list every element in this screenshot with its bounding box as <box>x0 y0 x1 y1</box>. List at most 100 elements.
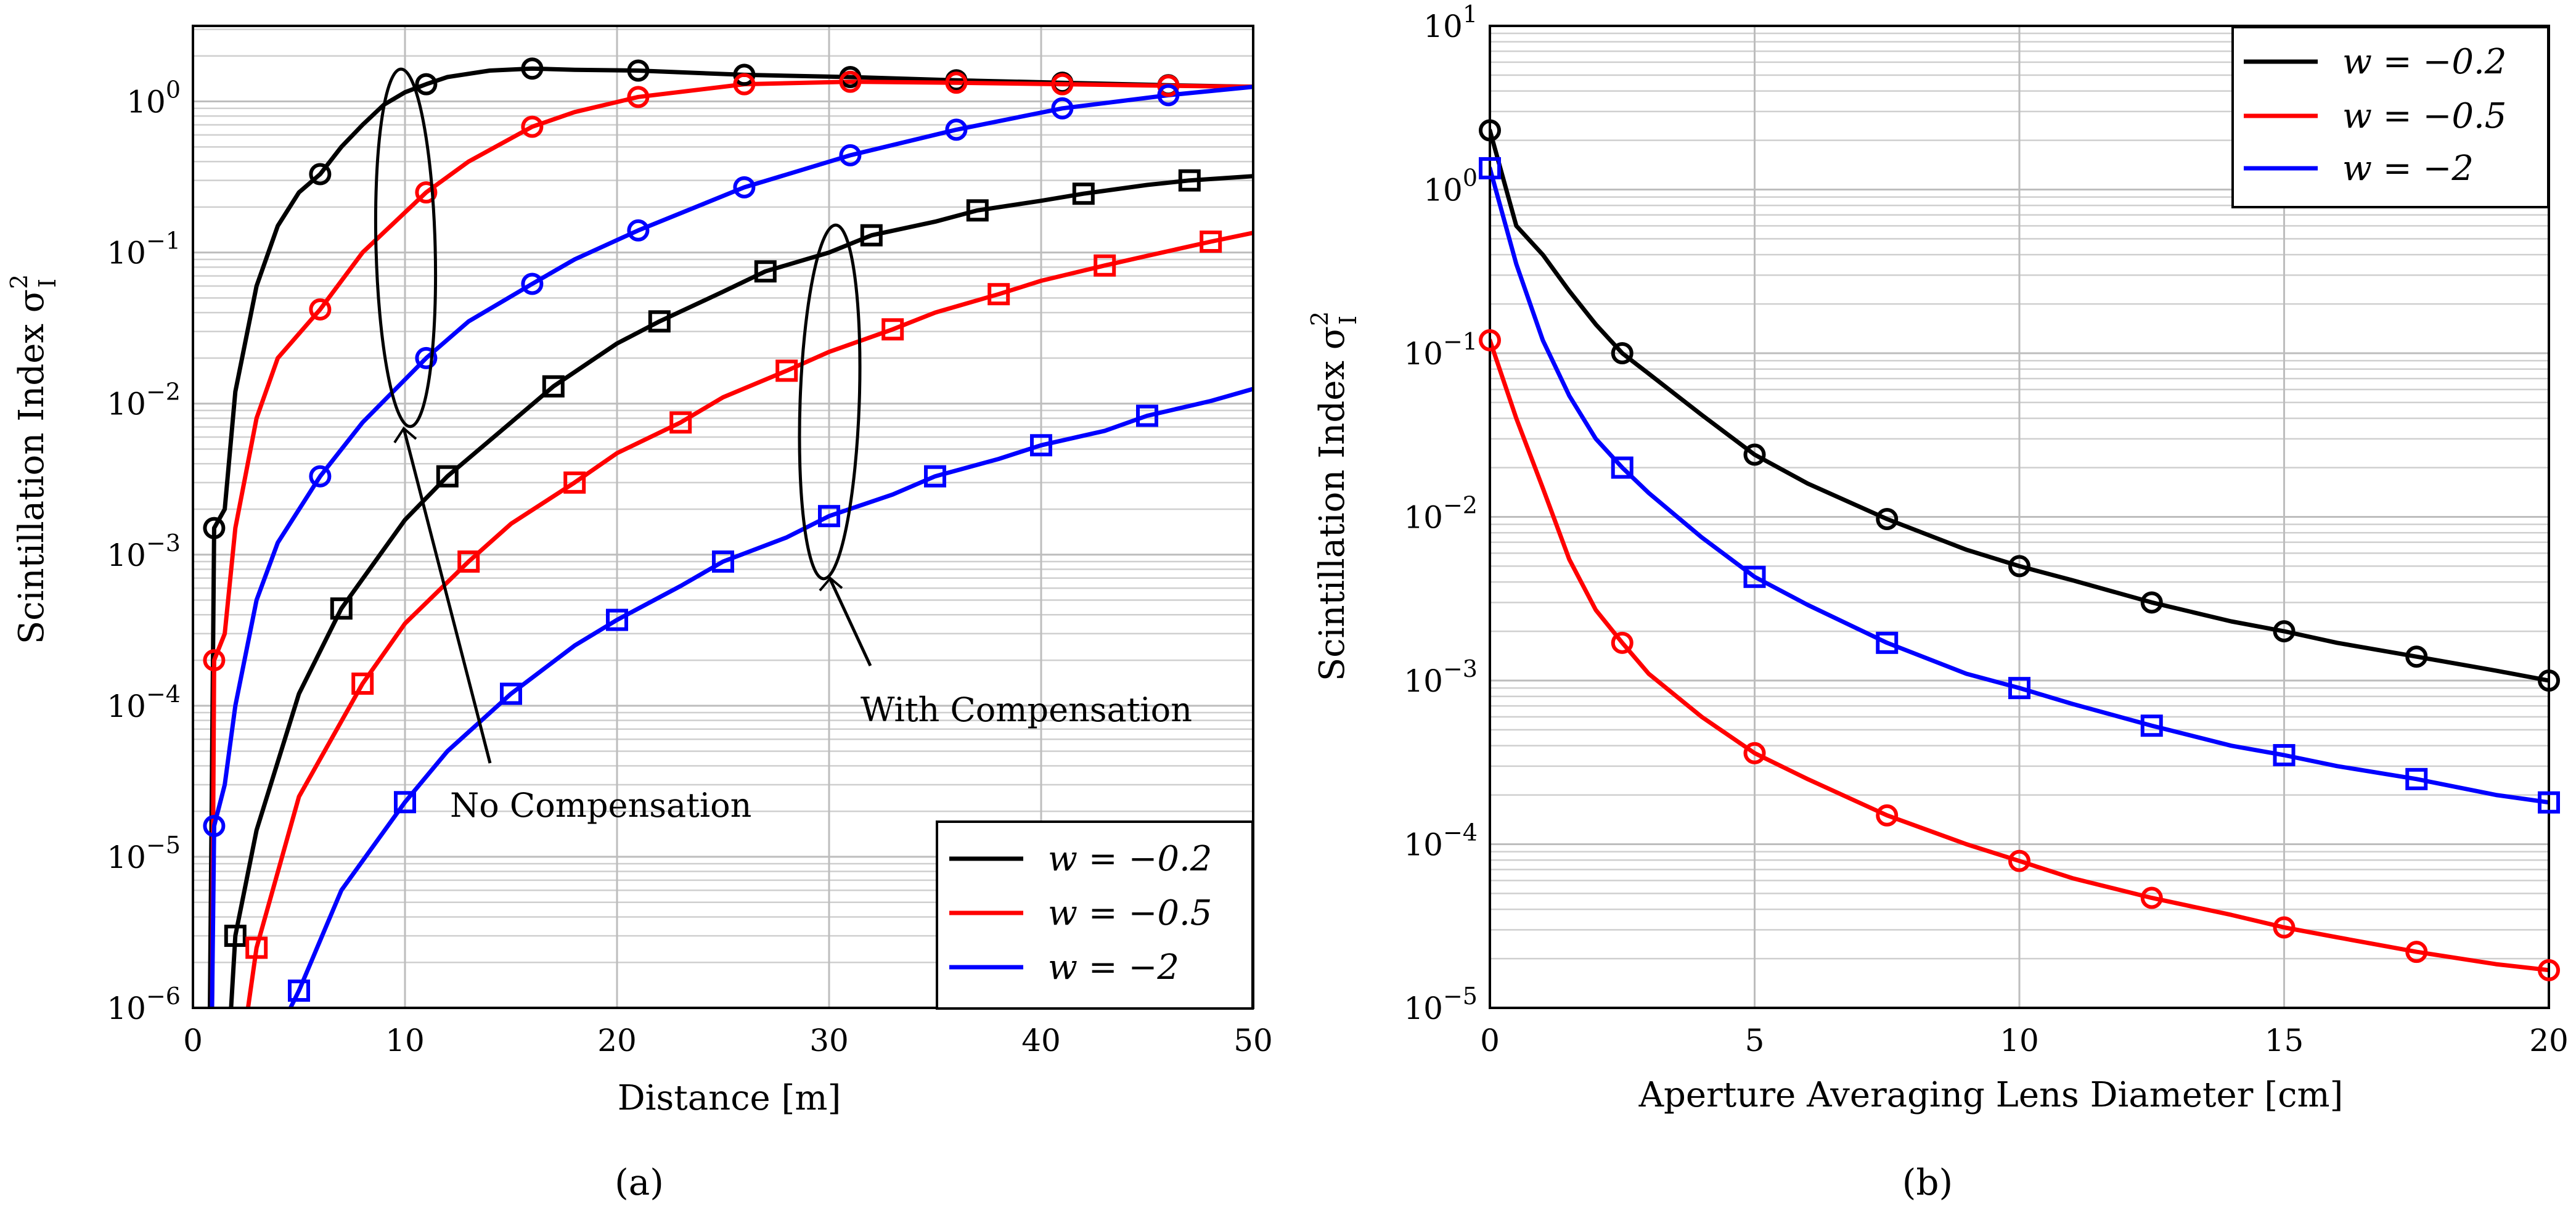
panel-a-caption: (a) <box>615 1161 664 1203</box>
legend-b-label-w2: w = −2 <box>2342 149 2474 189</box>
pb-series-line-2 <box>1490 166 2549 805</box>
panel-b-tick-labels: 0 5 10 15 20 10−5 10−4 10−3 10−2 10−1 100 101 <box>1404 1 2568 1058</box>
pa-data-marker <box>415 73 438 96</box>
pb-data-marker <box>2273 620 2296 643</box>
pa-xtick-label: 0 <box>183 1023 203 1058</box>
pa-data-marker <box>1094 254 1116 277</box>
pb-data-marker <box>1611 342 1634 364</box>
pb-ytick-label: 100 <box>1423 165 1478 208</box>
pb-data-marker <box>2405 645 2428 668</box>
pa-ytick-label: 100 <box>126 76 181 120</box>
panel-a-legend: w = −0.2 w = −0.5 w = −2 <box>936 820 1254 1010</box>
legend-b-label-w02: w = −0.2 <box>2342 42 2506 82</box>
pb-data-marker <box>1743 565 1766 588</box>
pb-ytick-label: 10−4 <box>1404 819 1478 863</box>
pb-data-marker <box>2538 669 2560 692</box>
pa-data-marker <box>1136 404 1158 427</box>
pb-xtick-label: 0 <box>1480 1023 1500 1058</box>
pa-ytick-label: 10−4 <box>107 681 181 724</box>
panel-a-annotation-with-compensation: With Compensation <box>798 223 1192 729</box>
pb-data-marker <box>1876 508 1899 531</box>
pa-data-marker <box>1157 84 1180 107</box>
pa-data-marker <box>330 597 353 620</box>
pb-series-line-0 <box>1490 128 2549 683</box>
pb-ytick-label: 10−5 <box>1404 983 1478 1026</box>
pa-data-marker <box>521 272 544 295</box>
panel-a-annotation-no-compensation: No Compensation <box>374 67 751 825</box>
pa-data-marker <box>648 310 671 333</box>
panel-a-ylabel: Scintillation Index σ2I <box>6 274 61 644</box>
with-compensation-label: With Compensation <box>861 690 1192 729</box>
panel-b-legend: w = −0.2 w = −0.5 w = −2 <box>2231 26 2549 208</box>
pa-data-marker <box>351 673 374 695</box>
pb-data-marker <box>2008 677 2030 700</box>
pa-data-marker <box>839 70 862 93</box>
no-compensation-ellipse <box>374 67 438 428</box>
pa-data-marker <box>945 72 968 94</box>
panel-a-chart: 0 10 20 30 40 50 10−6 10−5 10−4 10−3 10−2 10−1 100 D… <box>6 25 1273 1203</box>
pb-data-marker <box>1876 631 1899 654</box>
pa-data-marker <box>309 298 332 321</box>
pa-data-marker <box>394 791 416 814</box>
panel-a-legend-box <box>936 820 1254 1010</box>
pb-data-marker <box>1479 119 1501 142</box>
panel-b-frame <box>1489 25 2550 1009</box>
pa-xtick-label: 10 <box>385 1023 425 1058</box>
legend-a-label-w2: w = −2 <box>1048 947 1179 988</box>
pa-data-marker <box>415 346 438 369</box>
panel-b-chart: 0 5 10 15 20 10−5 10−4 10−3 10−2 10−1 100 101 Apert… <box>1306 1 2569 1203</box>
pa-data-marker <box>1030 434 1052 457</box>
pa-ytick-label: 10−2 <box>107 378 181 422</box>
pb-data-marker <box>1743 742 1766 764</box>
no-compensation-pointer <box>402 428 492 764</box>
pa-data-marker <box>627 219 650 242</box>
pa-data-marker <box>245 936 268 959</box>
pb-data-marker <box>2538 791 2560 814</box>
pa-data-marker <box>203 814 226 837</box>
panel-b-ylabel: Scintillation Index σ2I <box>1306 311 1362 681</box>
pa-series-line-2 <box>210 84 1253 1008</box>
pa-data-marker <box>1178 169 1201 192</box>
pa-series-line-4 <box>245 231 1253 1008</box>
pa-data-marker <box>733 63 756 86</box>
pa-data-marker <box>839 144 862 166</box>
pb-xtick-label: 5 <box>1745 1023 1765 1058</box>
pb-ytick-label: 10−1 <box>1404 328 1478 372</box>
pa-xtick-label: 30 <box>809 1023 849 1058</box>
pb-data-marker <box>1611 456 1634 479</box>
pa-data-marker <box>1051 97 1074 120</box>
pb-xtick-label: 20 <box>2529 1023 2569 1058</box>
legend-b-label-w05: w = −0.5 <box>2342 96 2506 136</box>
legend-a-label-w02: w = −0.2 <box>1048 839 1212 879</box>
with-compensation-pointer <box>828 578 872 667</box>
pa-data-marker <box>203 517 226 539</box>
legend-a-label-w05: w = −0.5 <box>1048 893 1212 933</box>
panel-b-series <box>1490 128 2549 973</box>
pa-data-marker <box>733 176 756 198</box>
pb-data-marker <box>2140 591 2163 614</box>
no-compensation-arrowhead <box>393 427 417 444</box>
panel-a-tick-labels: 0 10 20 30 40 50 10−6 10−5 10−4 10−3 10−2 10−1 100 <box>107 76 1272 1058</box>
pa-series-line-1 <box>210 80 1253 1008</box>
pb-data-marker <box>1479 329 1501 351</box>
pa-xtick-label: 40 <box>1021 1023 1061 1058</box>
pa-data-marker <box>860 224 883 247</box>
pb-data-marker <box>2008 555 2030 578</box>
pa-series-line-3 <box>229 174 1253 1008</box>
pa-data-marker <box>881 318 904 341</box>
pb-ytick-label: 101 <box>1423 1 1478 44</box>
pa-data-marker <box>203 649 226 672</box>
pa-data-marker <box>436 465 459 488</box>
panel-b-caption: (b) <box>1902 1161 1953 1203</box>
pa-data-marker <box>309 163 332 186</box>
pa-data-marker <box>775 359 798 382</box>
pa-ytick-label: 10−1 <box>107 227 181 271</box>
pb-xtick-label: 10 <box>2000 1023 2039 1058</box>
pb-data-marker <box>2008 849 2030 872</box>
pa-data-marker <box>1200 230 1222 253</box>
pb-data-marker <box>2273 744 2296 767</box>
pa-data-marker <box>542 375 565 398</box>
pa-xtick-label: 50 <box>1233 1023 1273 1058</box>
pb-data-marker <box>1611 631 1634 654</box>
pb-data-marker <box>1743 443 1766 466</box>
